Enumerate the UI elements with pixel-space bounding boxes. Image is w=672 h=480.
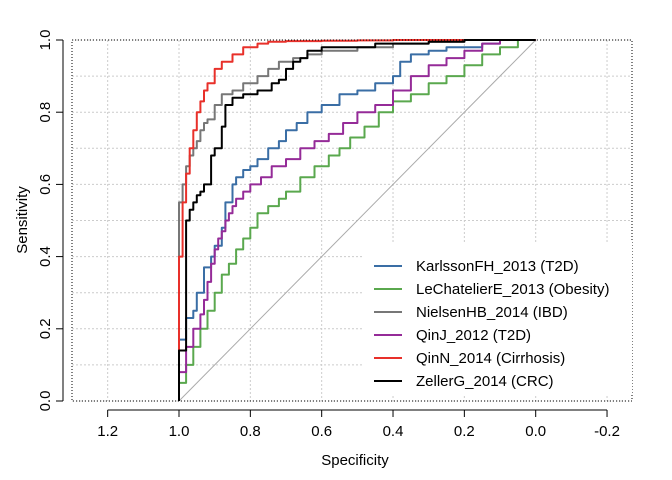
- x-tick-label: 0.2: [454, 423, 475, 440]
- legend-entry-label: ZellerG_2014 (CRC): [416, 373, 554, 390]
- legend: KarlssonFH_2013 (T2D) LeChatelierE_2013 (…: [362, 242, 632, 394]
- legend-box: [362, 242, 632, 394]
- x-tick-label: 0.6: [311, 423, 332, 440]
- legend-entry-label: KarlssonFH_2013 (T2D): [416, 258, 579, 275]
- series-lines: [178, 39, 536, 401]
- y-tick-label: 0.2: [37, 318, 54, 339]
- series-line-5: [178, 39, 536, 401]
- series-line-4: [178, 39, 536, 401]
- x-tick-label: 0.4: [383, 423, 404, 440]
- grid-lines: [72, 39, 632, 402]
- reference-diagonal: [178, 39, 537, 402]
- y-tick-label: 0.0: [37, 391, 54, 412]
- y-tick-label: 0.6: [37, 174, 54, 195]
- x-tick-label: -0.2: [594, 423, 620, 440]
- legend-entry-label: QinJ_2012 (T2D): [416, 327, 531, 344]
- x-tick-label: 1.2: [97, 423, 118, 440]
- series-line-0: [178, 39, 536, 401]
- x-tick-label: 1.0: [169, 423, 190, 440]
- axes: 1.2 1.0 0.8 0.6 0.4 0.2 0.0 -0.2 0.0 0.2 0.4 0.6 0.8…: [37, 30, 633, 440]
- x-tick-label: 0.8: [240, 423, 261, 440]
- series-line-3: [178, 39, 536, 401]
- plot-frame: [71, 39, 633, 402]
- legend-entry-label: NielsenHB_2014 (IBD): [416, 304, 568, 321]
- y-tick-label: 1.0: [37, 30, 54, 51]
- legend-entry-label: LeChatelierE_2013 (Obesity): [416, 281, 609, 298]
- y-axis-title: Sensitivity: [14, 186, 31, 254]
- x-axis-title: Specificity: [321, 452, 389, 469]
- y-tick-label: 0.4: [37, 246, 54, 267]
- x-tick-label: 0.0: [525, 423, 546, 440]
- legend-entry-label: QinN_2014 (Cirrhosis): [416, 350, 565, 367]
- chance-diagonal-line: [178, 39, 537, 402]
- series-line-1: [178, 39, 536, 401]
- y-tick-label: 0.8: [37, 102, 54, 123]
